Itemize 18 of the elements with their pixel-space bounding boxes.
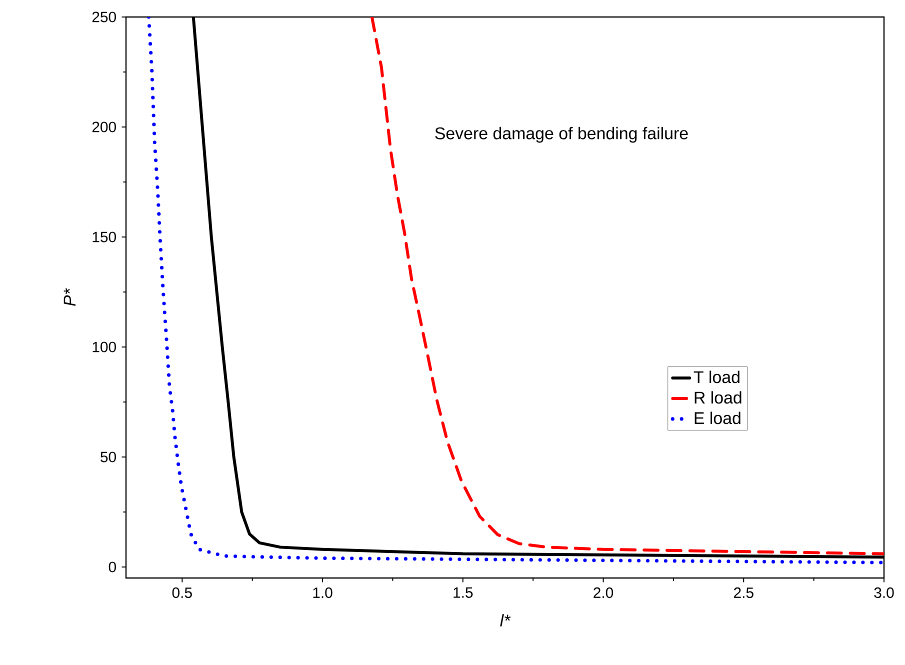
y-tick-label: 50 [100, 452, 116, 462]
y-axis-title: P* [64, 288, 76, 306]
x-tick-label: 0.5 [172, 587, 192, 598]
x-tick-label: 2.5 [734, 587, 754, 598]
y-tick-label: 200 [92, 122, 116, 132]
x-tick-label: 2.0 [594, 587, 614, 598]
x-tick-label: 1.0 [313, 587, 332, 598]
y-tick-label: 150 [92, 232, 116, 242]
annotation: Severe damage of bending failure [435, 126, 688, 143]
x-tick-label: 1.5 [454, 587, 473, 598]
legend-label: R load [694, 391, 742, 404]
y-tick-label: 0 [108, 562, 116, 572]
x-axis-title: l* [500, 614, 511, 626]
y-tick-label: 100 [92, 342, 116, 352]
x-tick-label: 3.0 [874, 587, 894, 598]
legend-label: T load [694, 370, 740, 384]
y-tick-label: 250 [92, 12, 116, 22]
legend-label: E load [694, 412, 740, 424]
